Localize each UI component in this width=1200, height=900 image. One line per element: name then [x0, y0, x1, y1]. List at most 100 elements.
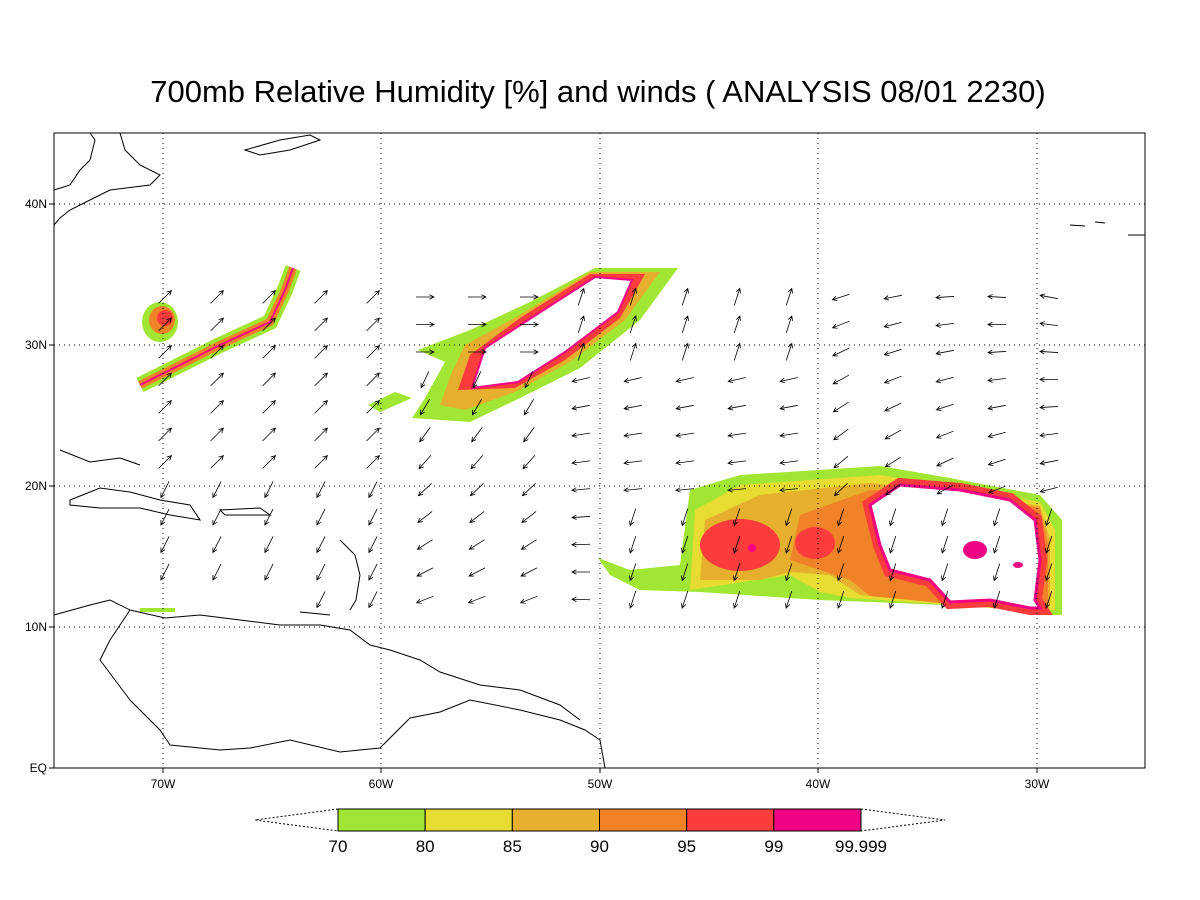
wind-arrow [733, 342, 741, 361]
wind-arrow [785, 563, 793, 582]
wind-arrow [727, 487, 746, 493]
lat-label: 20N [25, 479, 47, 493]
wind-arrow [467, 595, 486, 604]
wind-arrow [264, 508, 274, 526]
wind-arrow [779, 487, 798, 493]
wind-arrow [1045, 590, 1053, 609]
wind-arrow [681, 342, 689, 361]
wind-arrow [368, 481, 378, 499]
wind-arrow [675, 487, 694, 493]
wind-arrow [524, 371, 534, 389]
wind-arrow [416, 321, 435, 328]
rh-band [139, 267, 294, 386]
wind-arrow [675, 459, 694, 466]
wind-arrow [160, 481, 170, 499]
wind-arrow [936, 457, 954, 467]
lon-label: 40W [806, 777, 831, 791]
wind-arrow [368, 536, 378, 554]
wind-arrow [314, 400, 328, 414]
wind-arrow [366, 317, 380, 332]
wind-arrow [733, 563, 741, 582]
wind-arrow [779, 377, 798, 384]
wind-arrow [987, 294, 1007, 300]
wind-arrow [629, 287, 637, 306]
wind-arrow [733, 535, 741, 554]
lon-label: 70W [151, 777, 176, 791]
wind-arrow [831, 293, 850, 301]
wind-arrow [523, 399, 534, 416]
wind-arrow [210, 400, 224, 414]
wind-arrow [681, 590, 689, 609]
wind-arrow [314, 345, 328, 359]
wind-arrow [571, 459, 590, 466]
colorbar-segment [337, 808, 426, 832]
wind-arrow [884, 456, 901, 468]
wind-arrow [520, 539, 537, 550]
wind-arrow [936, 484, 954, 495]
wind-arrow [675, 377, 694, 384]
wind-arrow [884, 402, 902, 412]
wind-arrow [316, 536, 326, 554]
wind-arrow [262, 345, 276, 359]
wind-arrow [1039, 404, 1059, 410]
wind-arrow [935, 294, 955, 300]
wind-arrow [316, 591, 326, 609]
wind-arrow [1045, 563, 1053, 582]
colorbar-segment [599, 808, 688, 832]
wind-arrow [571, 377, 590, 384]
wind-arrow [210, 290, 224, 304]
wind-arrow [623, 487, 642, 493]
wind-arrow [471, 399, 482, 416]
colorbar-label: 99 [764, 837, 783, 856]
wind-arrow [987, 431, 1006, 439]
wind-arrow [1039, 349, 1059, 355]
wind-arrow [368, 591, 378, 609]
wind-arrow [987, 377, 1006, 383]
title: 700mb Relative Humidity [%] and winds ( … [150, 74, 1045, 109]
coastline [243, 134, 1145, 236]
wind-arrow [469, 483, 484, 497]
lon-label: 50W [588, 777, 613, 791]
wind-arrow [469, 511, 485, 524]
wind-arrow [733, 508, 741, 527]
wind-arrow [831, 320, 850, 329]
wind-arrow [935, 349, 954, 356]
wind-arrow [316, 508, 326, 526]
wind-arrow [629, 535, 637, 554]
wind-arrow [779, 432, 798, 438]
wind-arrow [264, 536, 274, 554]
wind-arrow [519, 595, 538, 604]
wind-arrow [629, 590, 637, 609]
wind-arrow [727, 377, 746, 384]
wind-arrow [577, 342, 585, 361]
wind-arrow [571, 542, 591, 548]
wind-arrow [316, 481, 326, 499]
wind-arrow [212, 508, 222, 526]
wind-arrow [837, 590, 845, 609]
wind-arrow [571, 404, 590, 411]
wind-arrow [1039, 321, 1058, 327]
wind-arrow [785, 315, 793, 334]
wind-arrow [779, 404, 798, 411]
wind-arrow [416, 294, 435, 300]
wind-arrow [727, 432, 746, 438]
wind-arrow [522, 454, 536, 470]
wind-arrow [210, 317, 224, 332]
rh-blob [368, 392, 412, 412]
wind-arrow [419, 399, 430, 416]
lon-label: 30W [1025, 777, 1050, 791]
wind-arrow [941, 563, 949, 582]
colorbar-segment [511, 808, 600, 832]
wind-arrow [577, 315, 585, 334]
lat-label: EQ [30, 761, 47, 775]
coastline [299, 539, 361, 616]
rh-core [470, 275, 634, 390]
wind-arrow [262, 455, 276, 469]
wind-arrow [785, 535, 793, 554]
wind-arrow [571, 569, 590, 575]
colorbar-extension [254, 808, 339, 832]
wind-arrow [158, 455, 172, 469]
wind-arrow [419, 426, 431, 443]
wind-arrow [727, 459, 746, 466]
wind-arrow [264, 481, 274, 499]
